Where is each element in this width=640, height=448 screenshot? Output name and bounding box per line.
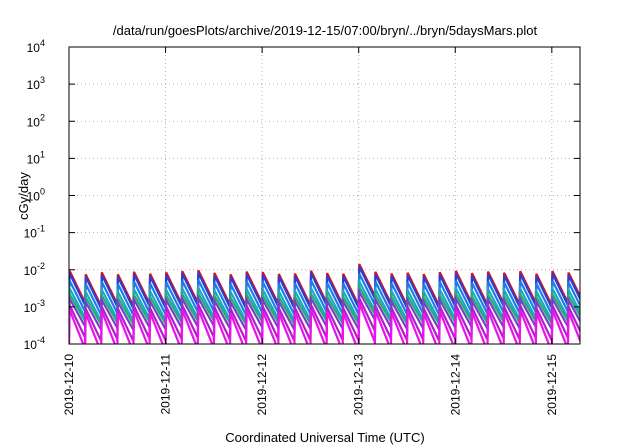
x-axis-label: Coordinated Universal Time (UTC) (225, 430, 424, 445)
x-tick-label: 2019-12-13 (352, 354, 366, 416)
y-tick-label: 10-1 (24, 224, 45, 241)
y-tick-label: 10-3 (24, 298, 45, 315)
x-tick-label: 2019-12-14 (448, 354, 462, 416)
x-tick-label: 2019-12-12 (255, 354, 269, 416)
y-tick-label: 101 (27, 149, 45, 166)
y-axis-label: cGy/day (16, 172, 31, 220)
x-tick-label: 2019-12-10 (62, 354, 76, 416)
x-axis: 2019-12-10 2019-12-11 2019-12-12 2019-12-13… (62, 47, 559, 415)
y-tick-label: 104 (27, 38, 45, 55)
y-tick-label: 102 (27, 112, 45, 129)
chart-title: /data/run/goesPlots/archive/2019-12-15/0… (113, 23, 538, 38)
x-tick-label: 2019-12-15 (545, 354, 559, 416)
y-tick-label: 10-2 (24, 261, 45, 278)
x-tick-label: 2019-12-11 (159, 354, 173, 415)
y-tick-label: 103 (27, 75, 45, 92)
y-tick-label: 10-4 (24, 335, 45, 352)
y-axis: 10-4 10-3 10-2 10-1 100 101 102 103 104 (24, 38, 580, 352)
grid (69, 47, 580, 344)
series-group (69, 263, 580, 344)
y-tick-label: 100 (27, 187, 45, 204)
